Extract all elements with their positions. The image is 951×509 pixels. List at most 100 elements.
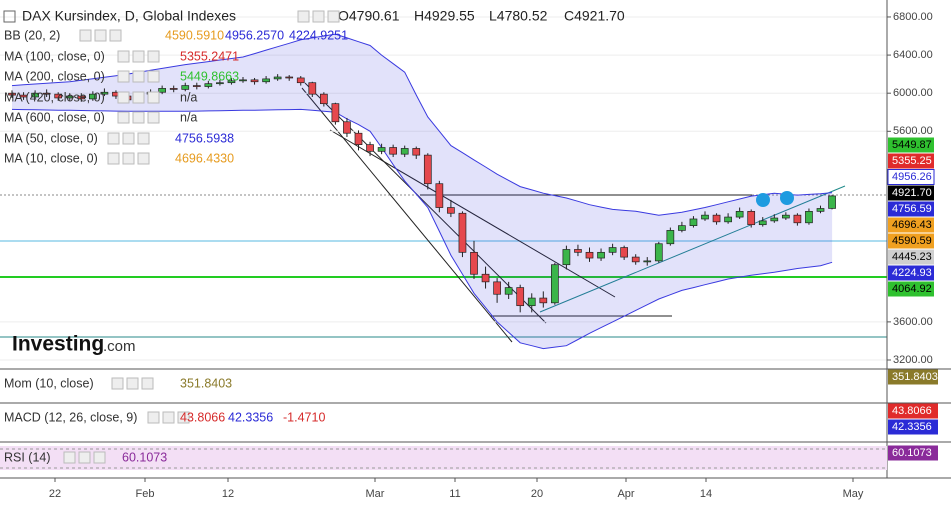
legend-value: 4590.5910	[165, 28, 224, 42]
legend-icon[interactable]	[122, 132, 135, 145]
candle-body	[204, 83, 213, 87]
legend-icon[interactable]	[78, 451, 91, 464]
legend-icon[interactable]	[117, 70, 130, 83]
legend-icon[interactable]	[117, 91, 130, 104]
legend-icon[interactable]	[79, 29, 92, 42]
candle-body	[435, 183, 444, 208]
legend-icon[interactable]	[327, 10, 340, 23]
candle-body	[77, 95, 86, 100]
window-icon[interactable]	[3, 10, 16, 23]
pane-badge	[888, 369, 938, 385]
legend-icon[interactable]	[297, 10, 310, 23]
candle-body	[712, 214, 721, 223]
pattern-marker[interactable]	[780, 191, 794, 205]
legend-icon[interactable]	[126, 377, 139, 390]
legend-icon[interactable]	[147, 91, 160, 104]
candle-body	[701, 214, 709, 220]
price-badge	[887, 169, 935, 185]
price-badge-label: 5355.25	[892, 155, 932, 167]
candle-body	[273, 76, 282, 80]
legend-icon[interactable]	[177, 411, 190, 424]
candle-body	[828, 195, 836, 209]
x-tick-label: 12	[222, 488, 234, 500]
candle-body	[250, 79, 259, 83]
price-badge-label: 4445.23	[892, 251, 932, 263]
price-badge-label: 4756.59	[892, 203, 932, 215]
trend-drawing	[329, 129, 616, 298]
pane-badge	[888, 445, 938, 461]
pane-badge-label: 60.1073	[892, 447, 932, 459]
pane-value: 43.8066	[180, 410, 225, 424]
legend-icon[interactable]	[147, 70, 160, 83]
legend-icon[interactable]	[107, 132, 120, 145]
price-badge-label: 4956.26	[892, 171, 932, 183]
legend-icon[interactable]	[93, 451, 106, 464]
candle-body	[262, 78, 270, 83]
pattern-marker[interactable]	[756, 193, 770, 207]
candle-body	[758, 220, 767, 226]
price-badge	[888, 249, 934, 265]
legend-icon[interactable]	[117, 50, 130, 63]
price-badge	[888, 233, 934, 249]
legend-icon[interactable]	[312, 10, 325, 23]
legend-icon[interactable]	[141, 377, 154, 390]
legend-label: MA (10, close, 0)	[4, 151, 98, 165]
candle-body	[181, 85, 190, 90]
x-tick-label: Apr	[617, 488, 634, 500]
legend-icon[interactable]	[132, 91, 145, 104]
legend-icon[interactable]	[147, 111, 160, 124]
pane-label: Mom (10, close)	[4, 376, 94, 390]
legend-icon[interactable]	[63, 451, 76, 464]
candle-body	[470, 251, 478, 275]
candle-body	[54, 93, 63, 99]
candle-body	[169, 88, 178, 90]
price-badge	[888, 281, 934, 297]
legend-value: 4696.4330	[175, 151, 234, 165]
legend-label: MA (600, close, 0)	[4, 110, 105, 124]
candle-body	[562, 249, 571, 266]
candle-body	[597, 251, 605, 259]
candle-body	[366, 144, 374, 152]
price-badge-label: 4696.43	[892, 219, 932, 231]
candle-body	[8, 92, 16, 96]
legend-icon[interactable]	[111, 377, 124, 390]
legend-value: n/a	[180, 90, 197, 104]
legend-icon[interactable]	[94, 29, 107, 42]
legend-icon[interactable]	[137, 132, 150, 145]
candle-body	[100, 91, 109, 95]
logo: Investing	[12, 333, 104, 356]
candle-body	[458, 212, 467, 253]
candle-body	[227, 80, 236, 84]
legend-icon[interactable]	[147, 411, 160, 424]
legend-icon[interactable]	[147, 50, 160, 63]
legend-icon[interactable]	[122, 152, 135, 165]
candle-body	[389, 147, 397, 155]
x-tick-label: Mar	[366, 488, 385, 500]
legend-icon[interactable]	[132, 70, 145, 83]
price-badge-label: 4921.70	[892, 187, 932, 199]
candle-body	[285, 76, 294, 79]
legend-icon[interactable]	[132, 111, 145, 124]
candle-body	[65, 95, 74, 99]
legend-icon[interactable]	[109, 29, 122, 42]
legend-icon[interactable]	[132, 50, 145, 63]
candle-body	[805, 210, 813, 224]
legend-label: BB (20, 2)	[4, 28, 60, 42]
legend-icon[interactable]	[117, 111, 130, 124]
legend-label: MA (50, close, 0)	[4, 131, 98, 145]
price-badge	[888, 153, 934, 169]
candle-body	[781, 214, 790, 219]
candle-body	[504, 287, 513, 295]
legend-icon[interactable]	[107, 152, 120, 165]
candle-body	[574, 249, 582, 253]
pane-badge-label: 351.8403	[892, 371, 938, 383]
candle-body	[216, 82, 224, 85]
y-tick-label: 6400.00	[893, 49, 933, 61]
candle-body	[88, 93, 97, 100]
candle-body	[608, 247, 617, 253]
candle-body	[689, 218, 698, 226]
candle-body	[620, 247, 629, 258]
legend-icon[interactable]	[162, 411, 175, 424]
candle-body	[343, 121, 351, 134]
legend-icon[interactable]	[137, 152, 150, 165]
